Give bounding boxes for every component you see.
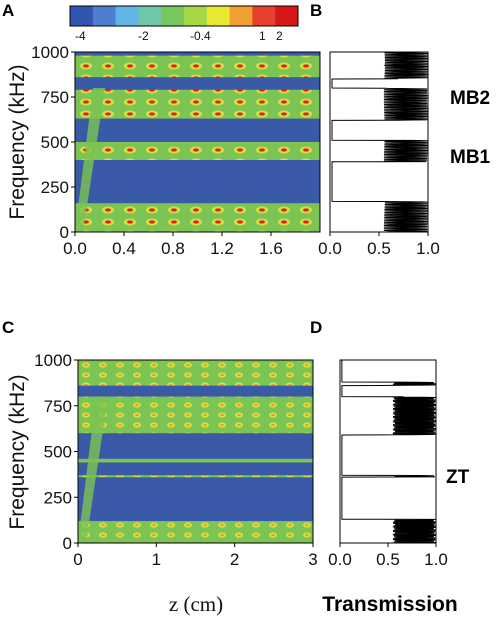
heatmap-band	[75, 203, 320, 232]
x-tick-label: 0.8	[161, 239, 185, 258]
transmission-b	[329, 51, 429, 233]
transmission-d	[339, 359, 437, 544]
colorbar-label: -2	[138, 29, 149, 43]
colorbar-label: 1	[259, 29, 266, 43]
band-label-mb1: MB1	[450, 147, 491, 168]
colorbar-swatch	[275, 6, 299, 26]
heatmap-c-background	[78, 360, 313, 543]
heatmap-band	[78, 360, 313, 386]
heatmap-c-bands	[78, 360, 313, 543]
heatmap-a	[74, 51, 321, 233]
y-tick-label: 250	[41, 178, 69, 197]
x-tick-label: 0.0	[328, 550, 352, 569]
y-tick-label: 500	[44, 443, 72, 462]
colorbar-label: -4	[75, 29, 86, 43]
x-tick-label: 1.2	[210, 239, 234, 258]
heatmap-band	[78, 475, 313, 478]
heatmap-a-bands	[75, 55, 320, 232]
band-label-mb2: MB2	[450, 88, 490, 109]
y-tick-label: 750	[44, 397, 72, 416]
colorbar-swatch	[161, 6, 185, 26]
x-axis-title: z (cm)	[169, 592, 223, 616]
heatmap-band	[75, 89, 320, 119]
colorbar-swatch	[70, 6, 94, 26]
y-axis-title-a: Frequency (kHz)	[6, 64, 29, 219]
colorbar-swatch	[138, 6, 162, 26]
panel-letter-b: B	[310, 1, 322, 20]
tick-labels: 0 250 500 750 1000 0 250 500 750 1000 0.0 0.4 0.8 1.2…	[31, 43, 448, 569]
y-tick-label: 500	[41, 133, 69, 152]
x-tick-label: 1	[152, 550, 161, 569]
transmission-line-d	[341, 360, 437, 544]
colorbar-swatch	[229, 6, 253, 26]
heatmap-wedge	[75, 88, 105, 232]
heatmap-band	[78, 396, 313, 434]
heatmap-wedge	[78, 396, 108, 543]
heatmap-band	[75, 142, 320, 160]
colorbar-label: 2	[276, 29, 283, 43]
x-tick-label: 0.5	[376, 550, 400, 569]
heatmap-band	[75, 55, 320, 78]
y-tick-label: 0	[63, 534, 72, 553]
x-tick-label: 1.0	[424, 550, 448, 569]
panel-letter-c: C	[2, 318, 14, 337]
transmission-axis-title: Transmission	[322, 593, 457, 616]
colorbar-swatch	[92, 6, 117, 26]
colorbar	[69, 5, 299, 27]
x-tick-label: 2	[230, 550, 239, 569]
heatmap-band	[78, 458, 313, 463]
panel-letter-d: D	[310, 318, 322, 337]
band-label-zt: ZT	[446, 467, 470, 488]
colorbar-swatch	[115, 6, 139, 26]
colorbar-swatch	[184, 6, 208, 26]
y-tick-label: 250	[44, 488, 72, 507]
x-tick-label: 0.4	[112, 239, 136, 258]
transmission-line-b	[331, 51, 429, 233]
heatmap-c	[77, 359, 314, 544]
colorbar-label: -0.4	[190, 29, 211, 43]
y-axis-title-c: Frequency (kHz)	[6, 374, 29, 529]
y-tick-label: 1000	[31, 43, 69, 62]
y-tick-label: 750	[41, 88, 69, 107]
x-tick-label: 1.0	[416, 239, 440, 258]
colorbar-swatch	[206, 6, 231, 26]
y-tick-label: 1000	[34, 351, 72, 370]
transmission-d-frame	[339, 359, 437, 544]
colorbar-frame	[69, 5, 299, 27]
x-tick-label: 1.6	[259, 239, 283, 258]
x-tick-label: 0.0	[318, 239, 342, 258]
heatmap-band	[78, 521, 313, 543]
colorbar-swatch	[252, 6, 276, 26]
x-tick-label: 0.5	[367, 239, 391, 258]
x-tick-label: 0.0	[63, 239, 87, 258]
panel-letter-a: A	[2, 1, 14, 20]
y-tick-label: 0	[60, 223, 69, 242]
x-tick-label: 0	[73, 550, 82, 569]
x-tick-label: 3	[308, 550, 317, 569]
